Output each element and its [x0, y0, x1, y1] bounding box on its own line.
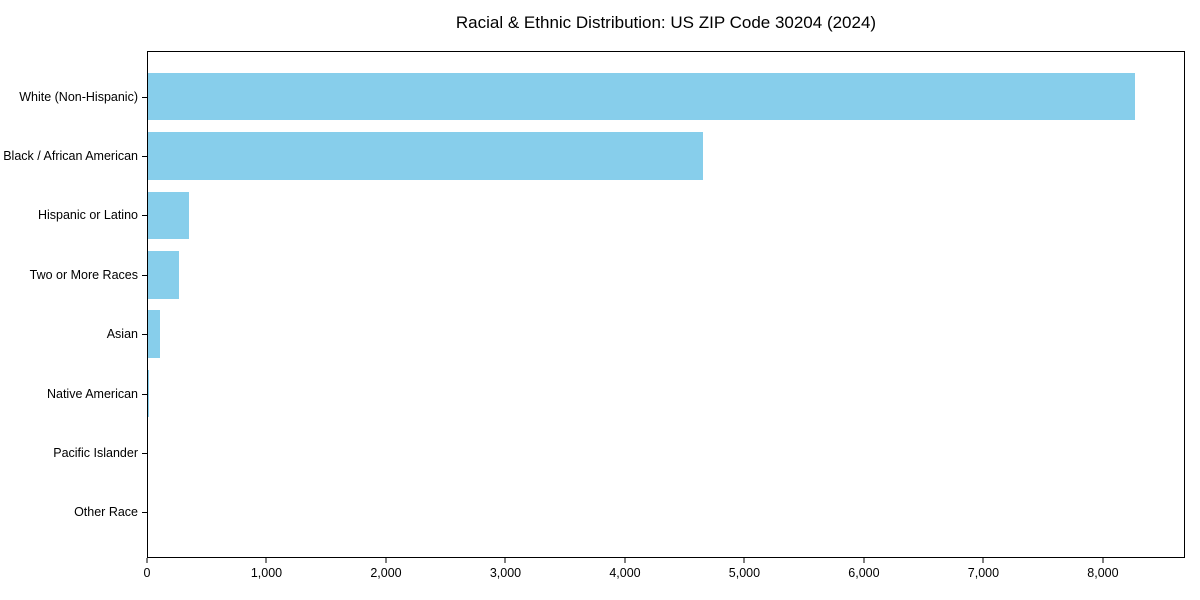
chart-title: Racial & Ethnic Distribution: US ZIP Cod… [455, 13, 877, 32]
category-row: Black / African American [3, 126, 1184, 185]
y-axis-label: Two or More Races [29, 267, 138, 282]
y-axis-label: Native American [46, 386, 138, 401]
x-axis-tick-label: 3,000 [489, 566, 522, 580]
y-axis-tickmark [142, 334, 147, 336]
x-axis-tick-label: 6,000 [848, 566, 880, 580]
category-row: Two or More Races [30, 245, 1184, 304]
plot-area: White (Non-Hispanic) Black / African Amer… [3, 51, 1185, 558]
x-axis-tick-label: 4,000 [609, 566, 641, 580]
y-axis-tickmark [142, 156, 147, 158]
x-axis-tickmark [863, 558, 865, 563]
x-axis-tickmark [982, 558, 984, 563]
x-axis-tick-label: 7,000 [967, 566, 1000, 580]
x-axis-tick-label: 2,000 [370, 566, 402, 580]
x-axis-tick-label: 1,000 [250, 566, 283, 580]
category-row: Hispanic or Latino [38, 186, 1184, 245]
x-axis: 0 1,000 2,000 3,000 4,000 5,000 6,000 7,000 8,00… [143, 558, 1185, 588]
x-axis-tick-label: 5,000 [728, 566, 761, 580]
y-axis-label: Asian [106, 327, 138, 342]
x-axis-tickmark [265, 558, 267, 563]
y-axis-tickmark [142, 215, 147, 217]
bar [148, 310, 160, 358]
y-axis-label: Hispanic or Latino [37, 208, 138, 223]
category-row: Other Race [74, 483, 1184, 542]
x-axis-tickmark [504, 558, 506, 563]
y-axis-tickmark [142, 512, 147, 514]
bar [148, 132, 703, 180]
x-axis-tickmark [146, 558, 148, 563]
y-axis-tickmark [142, 274, 147, 276]
y-axis-label: Black / African American [3, 149, 138, 164]
bar [148, 191, 190, 240]
x-axis-tick-label: 0 [143, 566, 151, 580]
y-axis-tickmark [142, 393, 147, 395]
y-axis-tickmark [142, 452, 147, 454]
category-row: Asian [107, 305, 1184, 364]
y-axis-label: Other Race [74, 505, 138, 520]
y-axis-label: White (Non-Hispanic) [19, 89, 138, 104]
x-axis-tick-label: 8,000 [1087, 566, 1119, 580]
y-axis-tickmark [142, 96, 147, 98]
bar [148, 72, 1136, 121]
bar [148, 251, 179, 299]
x-axis-tickmark [1102, 558, 1104, 563]
y-axis-label: Pacific Islander [53, 445, 138, 460]
x-axis-tickmark [624, 558, 626, 563]
x-axis-tickmark [385, 558, 387, 563]
category-row: Pacific Islander [53, 423, 1184, 482]
category-row: White (Non-Hispanic) [19, 67, 1184, 126]
x-axis-tickmark [743, 558, 745, 563]
bars-container: White (Non-Hispanic) Black / African Amer… [3, 52, 1184, 557]
bar [148, 369, 150, 418]
category-row: Native American [47, 364, 1184, 423]
